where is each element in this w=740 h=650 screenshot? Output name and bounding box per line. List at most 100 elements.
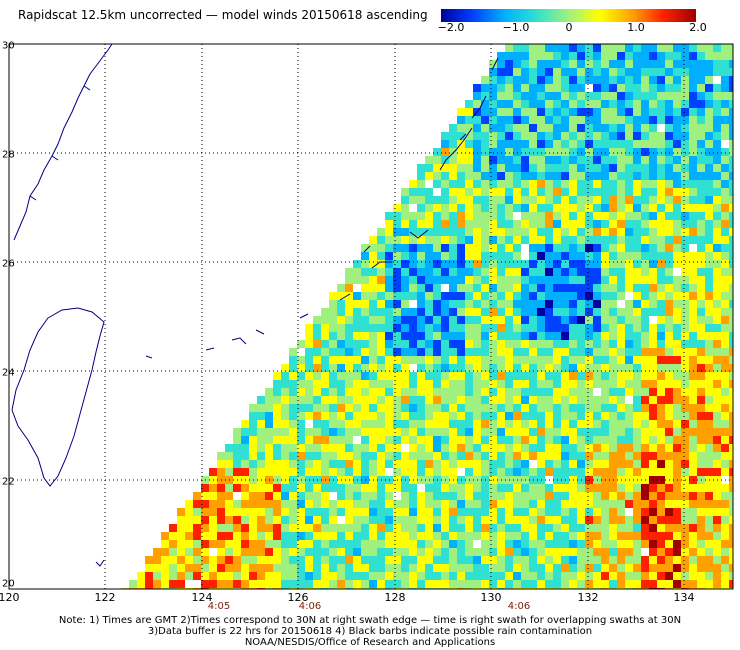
- wind-cell: [417, 340, 425, 348]
- wind-cell: [537, 108, 545, 116]
- wind-cell: [665, 60, 673, 68]
- wind-cell: [561, 172, 569, 180]
- wind-cell: [449, 292, 457, 300]
- wind-cell: [617, 68, 625, 76]
- wind-cell: [569, 508, 577, 516]
- wind-cell: [521, 260, 529, 268]
- wind-cell: [665, 420, 673, 428]
- wind-cell: [513, 332, 521, 340]
- wind-cell: [489, 92, 497, 100]
- wind-cell: [649, 52, 657, 60]
- wind-cell: [385, 396, 393, 404]
- wind-cell: [425, 268, 433, 276]
- wind-cell: [601, 412, 609, 420]
- wind-cell: [521, 548, 529, 556]
- wind-cell: [505, 52, 513, 60]
- wind-cell: [673, 500, 681, 508]
- wind-cell: [241, 556, 249, 564]
- wind-cell: [209, 508, 217, 516]
- wind-cell: [625, 396, 633, 404]
- wind-cell: [713, 404, 721, 412]
- wind-cell: [401, 516, 409, 524]
- wind-cell: [377, 580, 385, 588]
- wind-cell: [609, 388, 617, 396]
- wind-cell: [665, 444, 673, 452]
- wind-cell: [313, 452, 321, 460]
- wind-cell: [705, 572, 713, 580]
- wind-cell: [625, 388, 633, 396]
- wind-cell: [673, 180, 681, 188]
- wind-cell: [529, 436, 537, 444]
- wind-cell: [601, 172, 609, 180]
- wind-cell: [529, 212, 537, 220]
- wind-cell: [617, 76, 625, 84]
- wind-cell: [641, 196, 649, 204]
- wind-cell: [625, 260, 633, 268]
- wind-cell: [529, 500, 537, 508]
- wind-cell: [393, 324, 401, 332]
- wind-cell: [305, 492, 313, 500]
- wind-cell: [609, 500, 617, 508]
- wind-cell: [721, 284, 729, 292]
- wind-cell: [657, 236, 665, 244]
- wind-cell: [593, 116, 601, 124]
- wind-cell: [329, 292, 337, 300]
- wind-cell: [385, 292, 393, 300]
- wind-cell: [481, 508, 489, 516]
- wind-cell: [665, 172, 673, 180]
- wind-cell: [489, 148, 497, 156]
- wind-cell: [713, 460, 721, 468]
- wind-cell: [233, 492, 241, 500]
- wind-cell: [561, 572, 569, 580]
- wind-cell: [561, 420, 569, 428]
- wind-cell: [545, 284, 553, 292]
- wind-cell: [481, 316, 489, 324]
- wind-cell: [569, 268, 577, 276]
- wind-cell: [721, 380, 729, 388]
- wind-cell: [649, 204, 657, 212]
- wind-cell: [609, 508, 617, 516]
- wind-cell: [385, 276, 393, 284]
- wind-cell: [497, 380, 505, 388]
- wind-cell: [553, 180, 561, 188]
- wind-cell: [569, 340, 577, 348]
- wind-cell: [561, 220, 569, 228]
- wind-cell: [569, 444, 577, 452]
- wind-cell: [409, 540, 417, 548]
- wind-cell: [409, 284, 417, 292]
- wind-cell: [601, 540, 609, 548]
- wind-cell: [489, 412, 497, 420]
- wind-cell: [529, 196, 537, 204]
- wind-cell: [641, 76, 649, 84]
- wind-cell: [665, 84, 673, 92]
- wind-cell: [473, 284, 481, 292]
- wind-cell: [681, 236, 689, 244]
- wind-cell: [585, 356, 593, 364]
- wind-cell: [545, 388, 553, 396]
- wind-cell: [689, 84, 697, 92]
- wind-cell: [705, 228, 713, 236]
- wind-cell: [697, 572, 705, 580]
- wind-cell: [705, 348, 713, 356]
- wind-cell: [705, 100, 713, 108]
- wind-cell: [665, 452, 673, 460]
- wind-cell: [473, 532, 481, 540]
- wind-cell: [633, 276, 641, 284]
- wind-cell: [569, 236, 577, 244]
- wind-cell: [569, 524, 577, 532]
- wind-cell: [625, 564, 633, 572]
- wind-cell: [417, 324, 425, 332]
- wind-cell: [729, 292, 733, 300]
- wind-cell: [457, 468, 465, 476]
- wind-cell: [321, 444, 329, 452]
- wind-cell: [369, 580, 377, 588]
- wind-cell: [489, 124, 497, 132]
- wind-cell: [353, 468, 361, 476]
- wind-cell: [465, 220, 473, 228]
- wind-cell: [313, 508, 321, 516]
- wind-cell: [321, 532, 329, 540]
- wind-cell: [449, 332, 457, 340]
- wind-cell: [633, 252, 641, 260]
- wind-cell: [521, 508, 529, 516]
- wind-cell: [545, 572, 553, 580]
